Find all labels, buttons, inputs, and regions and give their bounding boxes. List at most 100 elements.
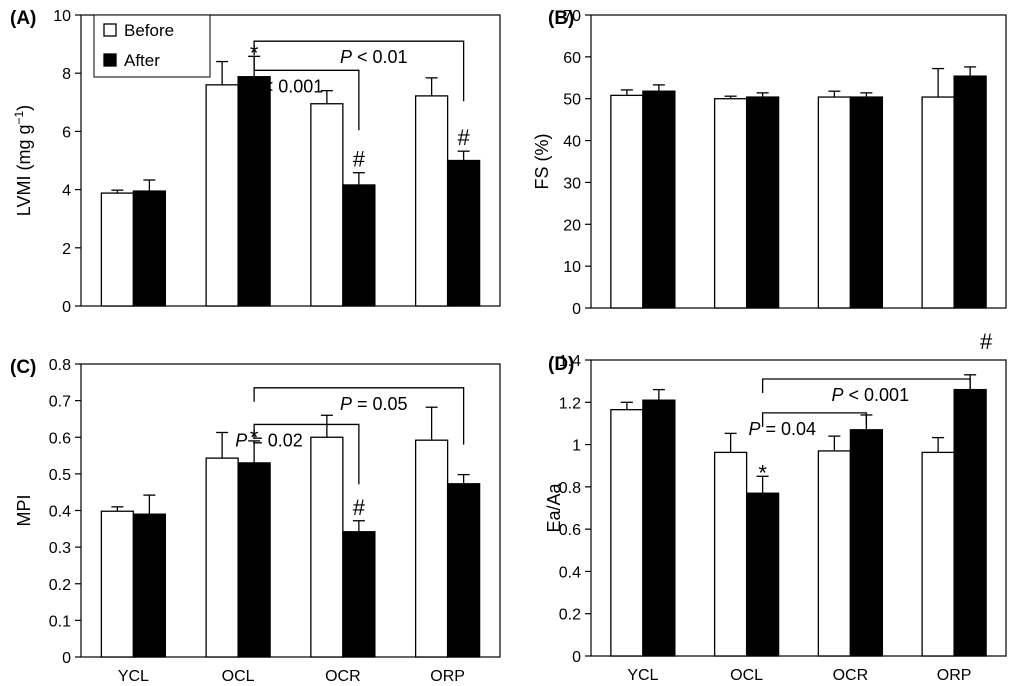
x-tick-label: OCR xyxy=(325,668,361,685)
plot-frame xyxy=(80,14,501,307)
y-axis-label: MPI xyxy=(14,494,34,526)
p-value-annotation: P < 0.01 xyxy=(340,47,408,67)
y-axis-label: FS (%) xyxy=(532,134,552,190)
p-value: = 0.02 xyxy=(247,430,303,450)
y-axis-label-main: Ea/Aa xyxy=(544,483,564,533)
y-tick-label: 4 xyxy=(62,183,71,200)
bar-after-orp xyxy=(953,75,987,309)
bar-after-ycl xyxy=(642,399,676,657)
y-tick-label: 0.2 xyxy=(49,577,71,594)
legend-swatch-after xyxy=(103,53,117,67)
y-tick-label: 60 xyxy=(563,50,581,67)
y-axis-label-close: ) xyxy=(14,105,34,111)
y-tick-label: 0 xyxy=(62,299,71,316)
plot-frame xyxy=(590,14,1007,309)
bar-before-ocl xyxy=(713,451,748,657)
bar-before-ocr xyxy=(310,103,344,307)
p-symbol: P xyxy=(235,430,247,450)
p-value: = 0.05 xyxy=(352,394,408,414)
bar-before-ocl xyxy=(713,98,748,309)
y-tick-label: 8 xyxy=(62,66,71,83)
y-tick-label: 70 xyxy=(563,8,581,25)
bar-after-ycl xyxy=(132,513,167,658)
bar-after-ocr xyxy=(849,429,884,657)
y-tick-label: 0 xyxy=(572,301,581,318)
y-axis-label-main: MPI xyxy=(14,494,34,526)
x-tick-label: YCL xyxy=(118,668,149,685)
y-tick-label: 40 xyxy=(563,134,581,151)
bar-before-ocr xyxy=(817,96,852,309)
bar-before-ycl xyxy=(100,510,135,658)
panel-label: (C) xyxy=(10,357,36,378)
bar-before-ocl xyxy=(205,84,239,307)
bar-after-ocl xyxy=(745,492,780,657)
bar-before-ycl xyxy=(610,94,644,309)
x-tick-label: OCL xyxy=(730,667,763,684)
x-tick-label: YCL xyxy=(627,667,658,684)
y-tick-label: 0.5 xyxy=(49,467,71,484)
p-value-annotation: P < 0.001 xyxy=(246,76,324,96)
y-tick-label: 10 xyxy=(53,8,71,25)
legend-swatch-before xyxy=(103,23,117,37)
bar-after-ocl xyxy=(745,96,780,309)
y-tick-label: 0.7 xyxy=(49,394,71,411)
significance-bracket xyxy=(253,387,465,445)
y-tick-label: 1.4 xyxy=(559,353,581,370)
y-tick-label: 1 xyxy=(572,438,581,455)
bar-after-ocl xyxy=(237,76,271,307)
significance-bracket xyxy=(253,56,360,131)
y-tick-label: 0.1 xyxy=(49,613,71,630)
y-tick-label: 20 xyxy=(563,217,581,234)
y-tick-label: 2 xyxy=(62,241,71,258)
bar-before-ycl xyxy=(610,409,644,657)
y-tick-label: 10 xyxy=(563,259,581,276)
p-value: < 0.001 xyxy=(258,76,324,96)
p-symbol: P xyxy=(246,76,258,96)
plot-frame xyxy=(590,359,1007,657)
p-value-annotation: P = 0.05 xyxy=(340,394,408,414)
p-value-annotation: P = 0.02 xyxy=(235,430,303,450)
panel-label: (D) xyxy=(548,354,574,375)
bar-before-orp xyxy=(921,451,955,657)
p-symbol: P xyxy=(749,419,761,439)
p-value-annotation: P < 0.001 xyxy=(832,385,910,405)
bar-after-ocl xyxy=(237,462,271,658)
panel-label: (A) xyxy=(10,8,36,29)
p-symbol: P xyxy=(340,47,352,67)
significance-mark: # xyxy=(353,147,366,172)
bar-after-ocr xyxy=(342,184,376,307)
bar-after-ycl xyxy=(642,90,676,309)
y-axis-label-sup: −1 xyxy=(12,110,26,124)
y-tick-label: 0.8 xyxy=(559,480,581,497)
bar-before-orp xyxy=(414,439,449,658)
panel-1: 0 10 20 30 40 50 60 70(B) FS (%) xyxy=(532,8,1007,318)
bar-after-ocr xyxy=(849,96,884,309)
p-value: < 0.001 xyxy=(844,385,910,405)
significance-mark: # xyxy=(458,125,471,150)
bar-after-ocr xyxy=(342,531,376,658)
significance-mark: * xyxy=(758,460,767,485)
y-tick-label: 0.4 xyxy=(559,564,581,581)
x-tick-label: OCL xyxy=(222,668,255,685)
y-tick-label: 0.3 xyxy=(49,540,71,557)
bar-before-orp xyxy=(921,96,955,309)
legend: Before After xyxy=(93,14,211,78)
bar-before-orp xyxy=(414,95,449,307)
significance-mark: # xyxy=(980,329,993,354)
y-tick-label: 50 xyxy=(563,92,581,109)
x-tick-label: ORP xyxy=(430,668,465,685)
y-tick-label: 0.8 xyxy=(49,357,71,374)
legend-label-before: Before xyxy=(124,21,174,40)
y-tick-label: 0.2 xyxy=(559,607,581,624)
y-tick-label: 0 xyxy=(572,649,581,666)
significance-mark: # xyxy=(353,495,366,520)
legend-label-after: After xyxy=(124,51,160,70)
y-tick-label: 30 xyxy=(563,175,581,192)
y-tick-label: 0.6 xyxy=(559,522,581,539)
bar-before-ocl xyxy=(205,457,239,658)
bar-after-ycl xyxy=(132,190,167,307)
y-axis-label: LVMI (mg g−1) xyxy=(12,105,34,216)
p-symbol: P xyxy=(832,385,844,405)
